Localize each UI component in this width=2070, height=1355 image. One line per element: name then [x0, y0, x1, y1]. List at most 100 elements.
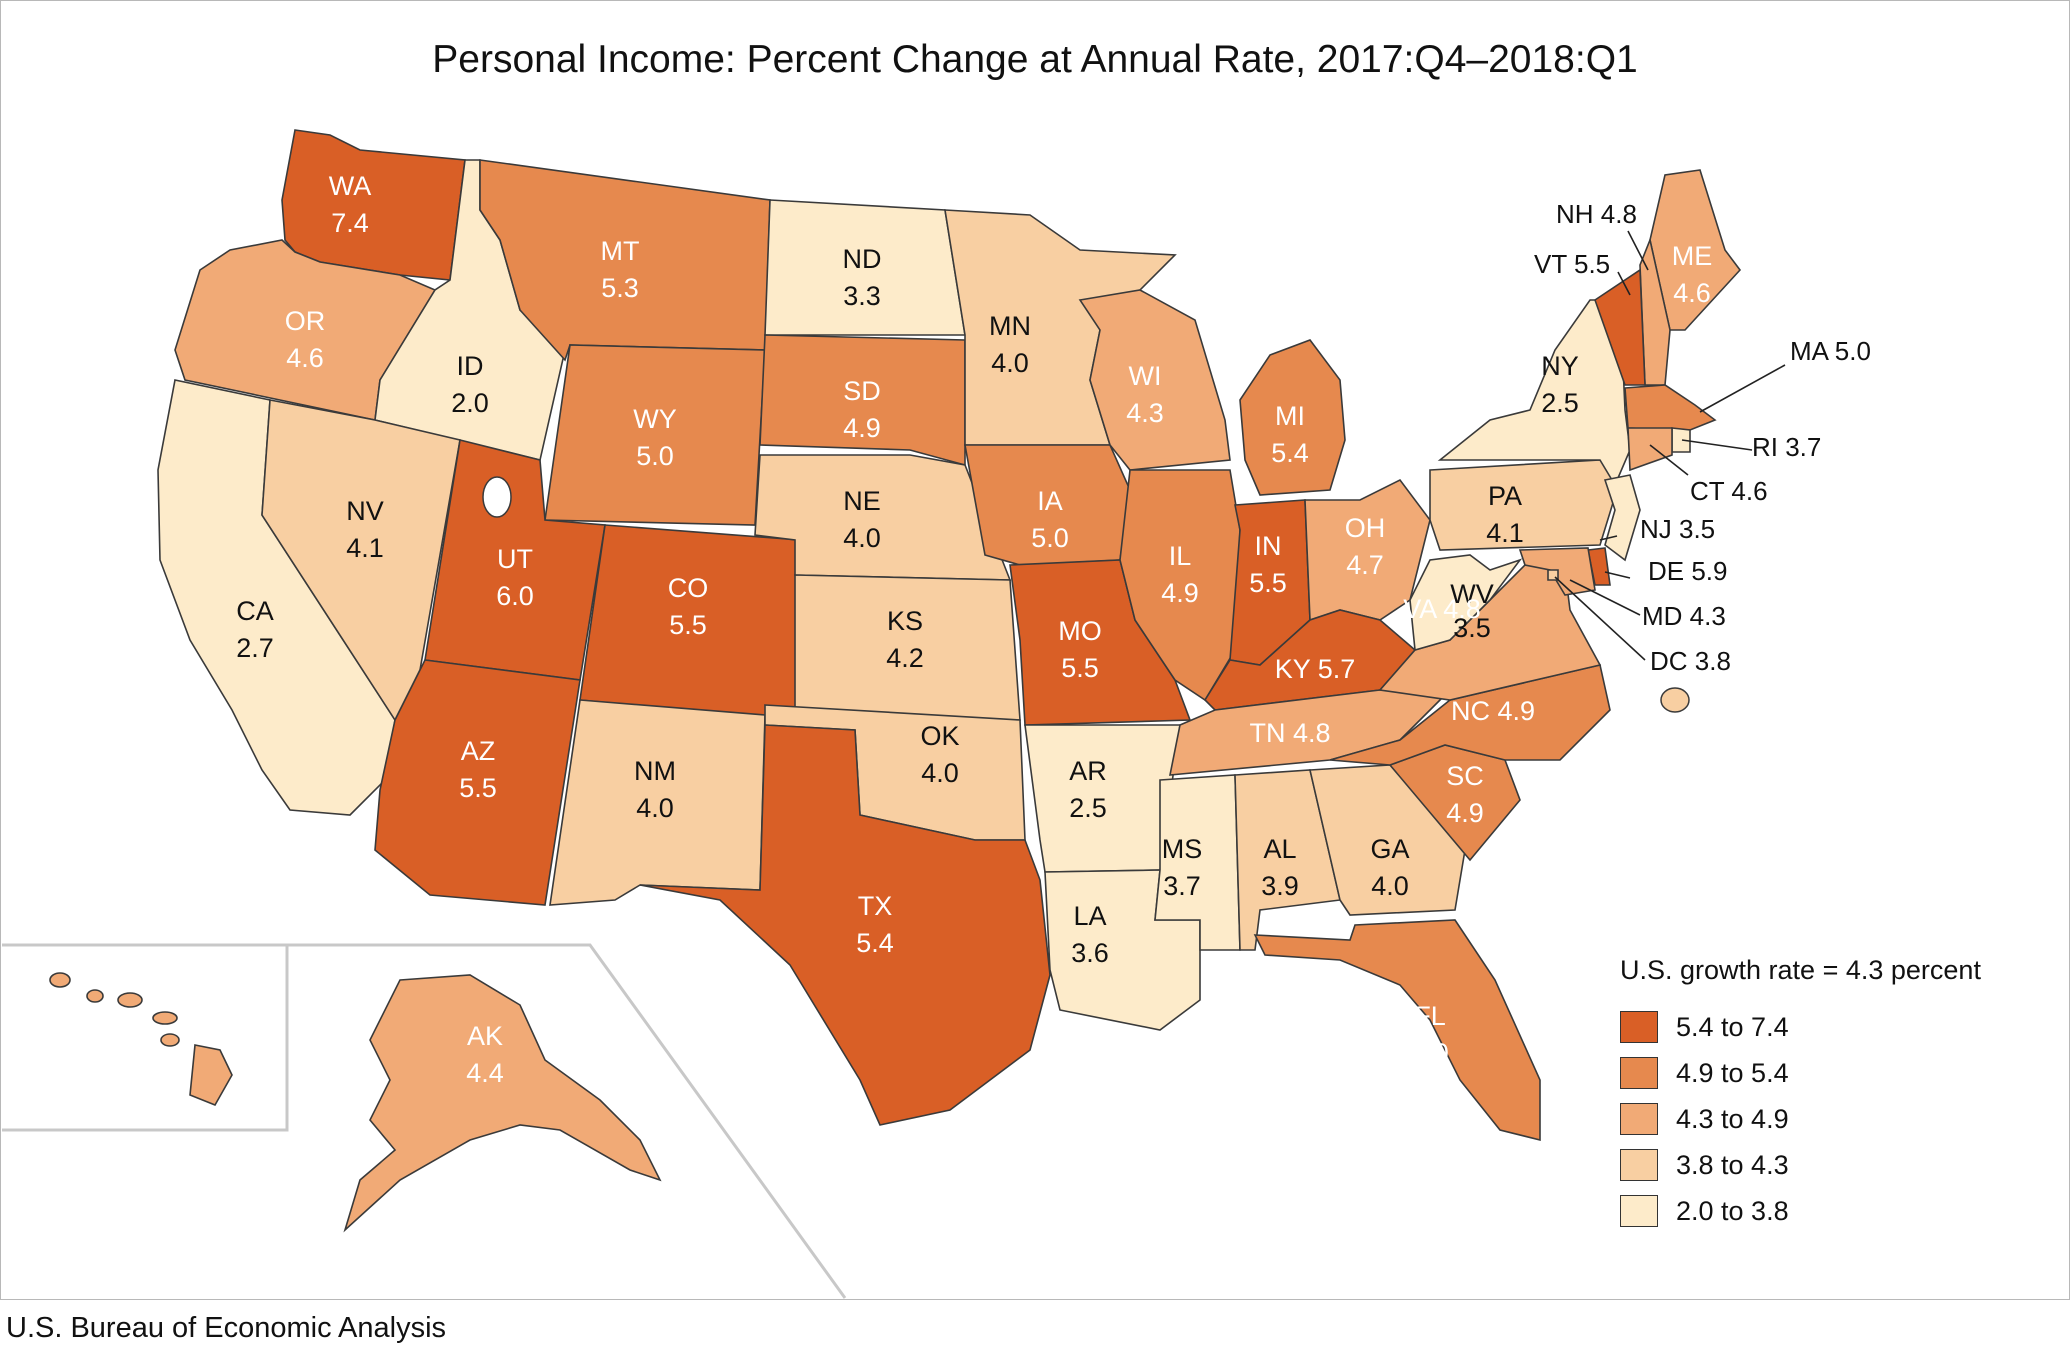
us-choropleth-map: WA 7.4 OR 4.6 CA 2.7 ID 2.0 NV 4.1 MT 5.3 WY 5.0 UT 6.0… — [2, 129, 1871, 1299]
state-value-ut: 6.0 — [496, 581, 534, 611]
map-title: Personal Income: Percent Change at Annua… — [432, 38, 1638, 81]
state-label-ut: UT — [497, 544, 533, 574]
legend-swatch-4 — [1620, 1149, 1658, 1181]
state-value-me: 4.6 — [1673, 278, 1711, 308]
state-label-mo: MO — [1058, 616, 1102, 646]
state-label-ga: GA — [1370, 834, 1409, 864]
state-ny[interactable] — [1437, 299, 1631, 487]
state-fl[interactable] — [1253, 919, 1541, 1142]
state-ct[interactable] — [1627, 427, 1673, 472]
great-salt-lake — [482, 476, 512, 518]
state-value-al: 3.9 — [1261, 871, 1299, 901]
state-label-ri: RI 3.7 — [1752, 432, 1821, 462]
legend-row-5: 2.0 to 3.8 — [1620, 1188, 1981, 1234]
state-label-in: IN — [1255, 531, 1282, 561]
state-label-fl: FL — [1414, 1001, 1446, 1031]
state-label-ma: MA 5.0 — [1790, 336, 1871, 366]
state-label-dc: DC 3.8 — [1650, 646, 1731, 676]
legend-row-4: 3.8 to 4.3 — [1620, 1142, 1981, 1188]
state-value-id: 2.0 — [451, 388, 489, 418]
state-label-il: IL — [1169, 541, 1192, 571]
state-label-ks: KS — [887, 606, 923, 636]
state-nc[interactable] — [1329, 664, 1611, 766]
state-value-nm: 4.0 — [636, 793, 674, 823]
state-label-la: LA — [1073, 901, 1106, 931]
state-value-or: 4.6 — [286, 343, 324, 373]
state-or[interactable] — [174, 239, 437, 421]
state-label-nc: NC 4.9 — [1451, 696, 1535, 726]
state-label-md: MD 4.3 — [1642, 601, 1726, 631]
state-sd[interactable] — [759, 334, 966, 467]
state-vt[interactable] — [1594, 268, 1646, 386]
state-pa[interactable] — [1429, 459, 1621, 551]
state-mi[interactable] — [1239, 339, 1346, 496]
state-az[interactable] — [374, 659, 581, 906]
state-wy[interactable] — [544, 344, 766, 526]
state-label-ar: AR — [1069, 756, 1107, 786]
state-label-id: ID — [457, 351, 484, 381]
state-label-mt: MT — [601, 236, 640, 266]
legend-swatch-2 — [1620, 1057, 1658, 1089]
state-label-ca: CA — [236, 596, 274, 626]
legend-row-3: 4.3 to 4.9 — [1620, 1096, 1981, 1142]
hawaii-islands — [49, 972, 180, 1047]
state-label-oh: OH — [1345, 513, 1386, 543]
state-value-pa: 4.1 — [1486, 518, 1524, 548]
alaska-inset-border — [287, 943, 847, 1299]
state-label-tn: TN 4.8 — [1249, 718, 1330, 748]
state-label-sd: SD — [843, 376, 881, 406]
state-label-tx: TX — [858, 891, 893, 921]
state-label-wa: WA — [329, 171, 372, 201]
state-hi[interactable] — [189, 1044, 233, 1107]
legend-label-1: 5.4 to 7.4 — [1676, 1011, 1789, 1042]
state-label-wy: WY — [633, 404, 677, 434]
state-label-de: DE 5.9 — [1648, 556, 1728, 586]
state-value-wv: 3.5 — [1453, 613, 1491, 643]
leader-lines — [1554, 230, 1786, 661]
state-label-nh: NH 4.8 — [1556, 199, 1637, 229]
state-value-ca: 2.7 — [236, 633, 274, 663]
state-value-ks: 4.2 — [886, 643, 924, 673]
state-label-ak: AK — [467, 1021, 503, 1051]
state-nj[interactable] — [1603, 474, 1641, 562]
state-wv[interactable] — [1409, 554, 1523, 652]
legend-row-2: 4.9 to 5.4 — [1620, 1050, 1981, 1096]
state-label-co: CO — [668, 573, 709, 603]
state-me[interactable] — [1649, 169, 1742, 331]
hawaii-inset-border — [2, 943, 289, 1132]
state-value-tx: 5.4 — [856, 928, 894, 958]
state-value-ar: 2.5 — [1069, 793, 1107, 823]
state-label-wv: WV — [1450, 579, 1494, 609]
state-label-vt: VT 5.5 — [1534, 249, 1610, 279]
state-label-nd: ND — [843, 244, 882, 274]
state-value-ne: 4.0 — [843, 523, 881, 553]
state-label-sc: SC — [1446, 761, 1484, 791]
state-value-ny: 2.5 — [1541, 388, 1579, 418]
legend-label-2: 4.9 to 5.4 — [1676, 1057, 1789, 1088]
state-value-ms: 3.7 — [1163, 871, 1201, 901]
state-label-or: OR — [285, 306, 326, 336]
state-value-oh: 4.7 — [1346, 550, 1384, 580]
state-label-az: AZ — [461, 736, 496, 766]
state-value-ia: 5.0 — [1031, 523, 1069, 553]
state-value-sc: 4.9 — [1446, 798, 1484, 828]
state-tn[interactable] — [1169, 689, 1452, 776]
state-label-mi: MI — [1275, 401, 1305, 431]
state-ak[interactable] — [343, 974, 662, 1233]
legend-label-3: 4.3 to 4.9 — [1676, 1103, 1789, 1134]
state-value-wa: 7.4 — [331, 208, 369, 238]
state-tx[interactable] — [639, 724, 1051, 1126]
state-ma[interactable] — [1624, 384, 1717, 431]
dc-callout-circle — [1660, 687, 1690, 713]
state-wi[interactable] — [1078, 289, 1231, 471]
state-label-nv: NV — [346, 496, 384, 526]
legend-label-5: 2.0 to 3.8 — [1676, 1195, 1789, 1226]
state-label-wi: WI — [1129, 361, 1162, 391]
state-label-ne: NE — [843, 486, 881, 516]
state-value-il: 4.9 — [1161, 578, 1199, 608]
state-label-ia: IA — [1037, 486, 1063, 516]
state-label-ky: KY 5.7 — [1275, 654, 1356, 684]
source-credit: U.S. Bureau of Economic Analysis — [6, 1312, 447, 1344]
state-label-mn: MN — [989, 311, 1031, 341]
state-label-ok: OK — [920, 721, 959, 751]
